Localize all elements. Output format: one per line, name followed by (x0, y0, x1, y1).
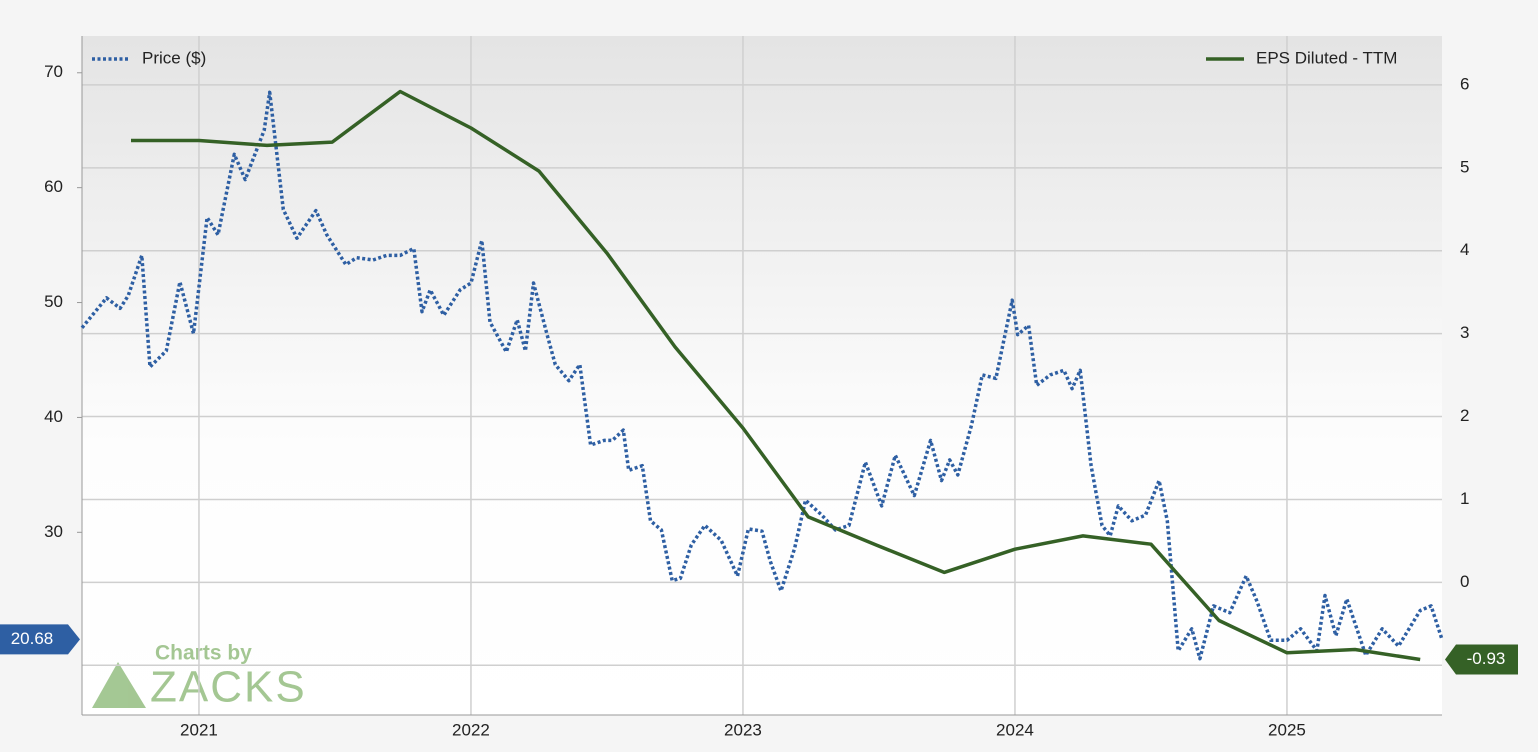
value-badge (0, 624, 80, 655)
watermark-logo (92, 662, 146, 708)
watermark: Charts by ZACKS (92, 642, 307, 712)
y2-tick-label: 2 (1460, 406, 1469, 425)
y-tick-label: 50 (44, 292, 63, 311)
y-tick-label: 60 (44, 177, 63, 196)
x-tick-label: 2021 (180, 720, 218, 739)
watermark-text: Charts by (155, 642, 252, 665)
y2-tick-label: 0 (1460, 572, 1469, 591)
x-tick-label: 2023 (724, 720, 762, 739)
y2-tick-label: 6 (1460, 74, 1469, 93)
y2-tick-label: 4 (1460, 240, 1469, 259)
y-tick-label: 40 (44, 407, 63, 426)
series-line (131, 89, 1421, 662)
x-tick-label: 2025 (1268, 720, 1306, 739)
legend-label: EPS Diluted - TTM (1256, 48, 1397, 67)
series-line (80, 90, 1444, 661)
plot-area (82, 36, 1442, 715)
y2-tick-label: 3 (1460, 323, 1469, 342)
y2-tick-label: 1 (1460, 489, 1469, 508)
value-badge (1445, 644, 1518, 675)
x-tick-label: 2022 (452, 720, 490, 739)
value-badge-label: -0.93 (1467, 649, 1506, 668)
watermark-brand: ZACKS (150, 663, 307, 712)
value-badge-label: 20.68 (11, 629, 54, 648)
y2-tick-label: 5 (1460, 157, 1469, 176)
y-tick-label: 30 (44, 522, 63, 541)
y-tick-label: 70 (44, 62, 63, 81)
x-tick-label: 2024 (996, 720, 1034, 739)
legend-label: Price ($) (142, 48, 206, 67)
